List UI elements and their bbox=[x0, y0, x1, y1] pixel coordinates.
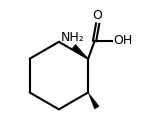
Text: O: O bbox=[93, 9, 103, 22]
Text: NH₂: NH₂ bbox=[60, 31, 84, 44]
Text: OH: OH bbox=[113, 34, 132, 48]
Polygon shape bbox=[72, 44, 88, 59]
Polygon shape bbox=[88, 92, 99, 109]
